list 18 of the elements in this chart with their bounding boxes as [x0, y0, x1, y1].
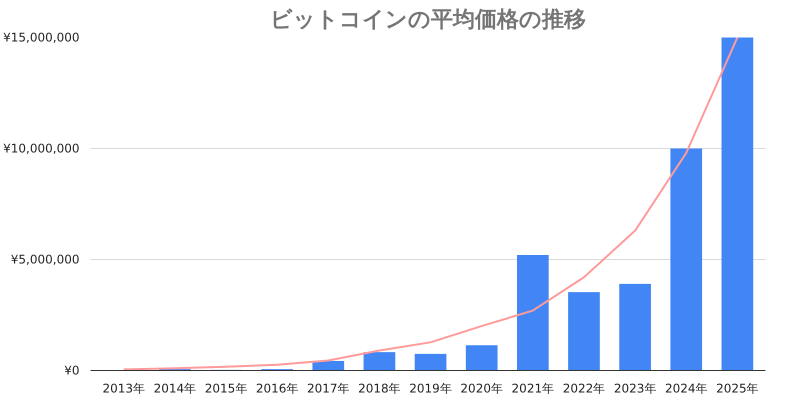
- x-tick-label: 2014年: [154, 382, 196, 396]
- x-tick-label: 2022年: [562, 382, 606, 396]
- chart-title: ビットコインの平均価格の推移: [270, 8, 586, 32]
- x-tick-label: 2016年: [256, 382, 298, 396]
- y-tick-label: ¥0: [64, 364, 80, 378]
- x-tick-label: 2021年: [512, 382, 554, 396]
- x-tick-label: 2023年: [614, 382, 656, 396]
- x-tick-label: 2013年: [102, 382, 146, 396]
- x-tick-label: 2020年: [460, 382, 503, 396]
- x-tick-label: 2018年: [358, 382, 401, 396]
- x-tick-label: 2017年: [307, 382, 350, 396]
- x-tick-label: 2019年: [409, 382, 452, 396]
- x-tick-label: 2024年: [664, 382, 708, 396]
- y-tick-label: ¥5,000,000: [10, 252, 80, 266]
- x-tick-label: 2025年: [716, 382, 759, 396]
- y-tick-label: ¥15,000,000: [3, 30, 80, 44]
- x-tick-label: 2015年: [204, 382, 248, 396]
- y-tick-label: ¥10,000,000: [3, 142, 80, 156]
